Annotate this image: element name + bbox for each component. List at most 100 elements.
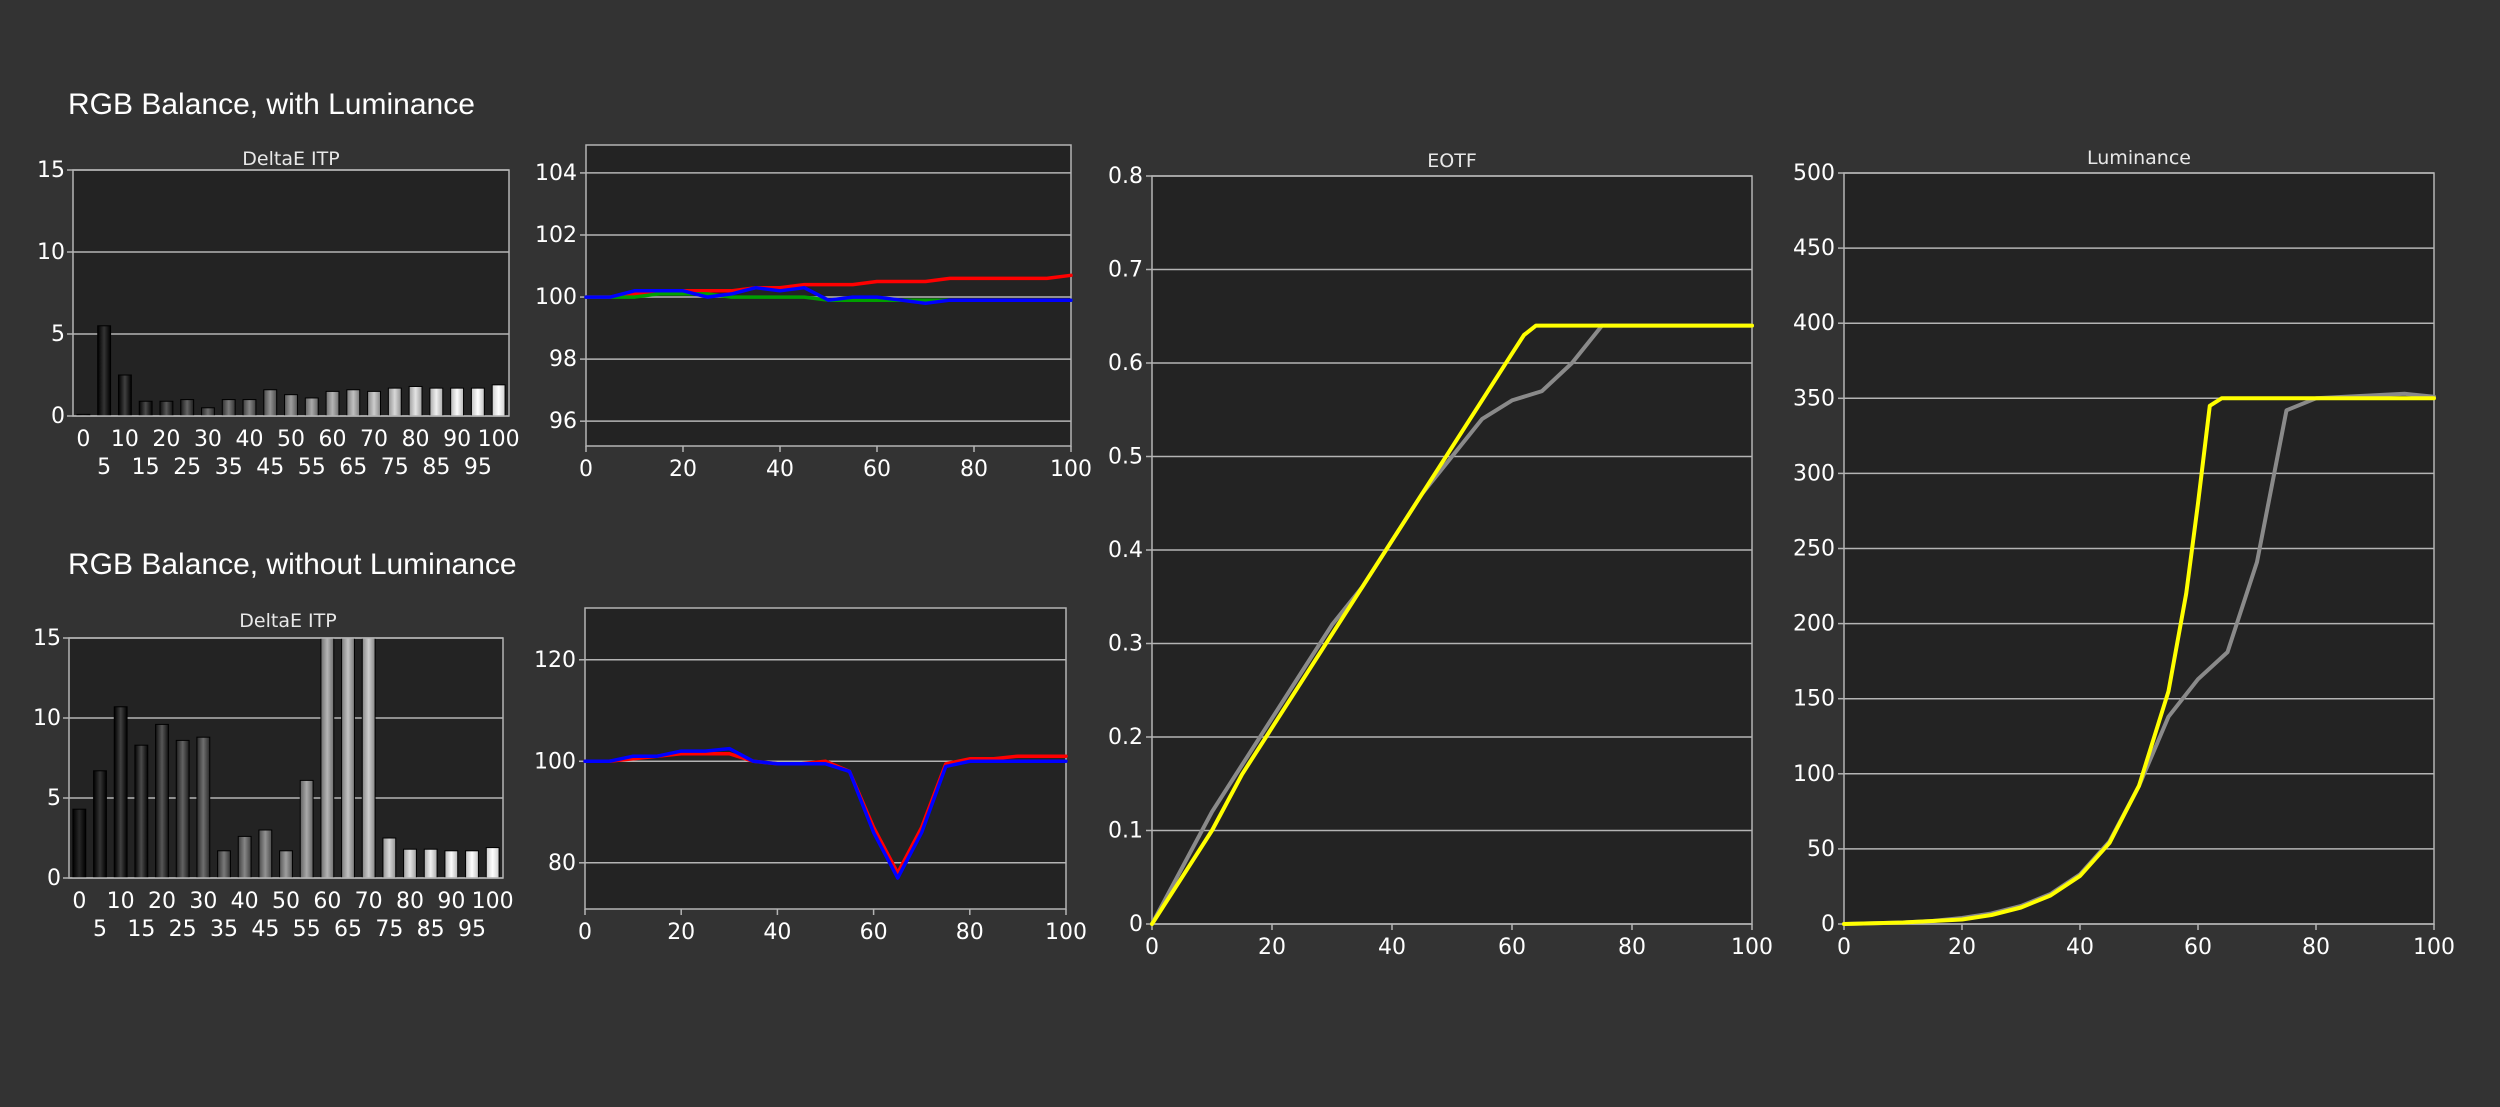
luminance-xtick-label: 60 [2184, 935, 2212, 960]
deltae_bottom-xtick-label-20: 20 [148, 889, 176, 914]
eotf-ytick-label: 0.1 [1108, 819, 1143, 844]
section-title-with-luminance: RGB Balance, with Luminance [68, 88, 475, 121]
deltae_bottom-xtick-label-35: 35 [210, 917, 238, 942]
rgb_top-xtick-label: 0 [579, 457, 593, 482]
deltae_bottom-xtick-label-0: 0 [72, 889, 86, 914]
rgb_bottom-ytick-label: 100 [534, 749, 576, 774]
deltae_top-xtick-label-0: 0 [76, 427, 90, 452]
deltae_top-xtick-label-100: 100 [478, 427, 520, 452]
luminance-ytick-label: 300 [1793, 461, 1835, 486]
eotf-ytick-label: 0.3 [1108, 632, 1143, 657]
eotf-title: EOTF [1427, 150, 1477, 172]
rgb_bottom-series-blue [583, 746, 1068, 880]
rgb_bottom-xtick-label: 0 [578, 920, 592, 945]
deltae_bottom-xtick-label-5: 5 [93, 917, 107, 942]
eotf-xtick-label: 20 [1258, 935, 1286, 960]
section-title-without-luminance: RGB Balance, without Luminance [68, 548, 517, 581]
eotf-frame [1151, 175, 1753, 925]
deltae_bottom-xtick-label-40: 40 [231, 889, 259, 914]
deltae_top-xtick-label-25: 25 [173, 455, 201, 480]
deltae_bottom-xtick-label-80: 80 [396, 889, 424, 914]
deltae_bottom-xtick-label-95: 95 [458, 917, 486, 942]
rgb_top-ytick-label: 102 [535, 223, 577, 248]
deltae_bottom-xtick-label-50: 50 [272, 889, 300, 914]
deltae_top-ytick-label: 5 [51, 322, 65, 347]
luminance-title: Luminance [2087, 147, 2191, 169]
deltae_top-xtick-label-20: 20 [152, 427, 180, 452]
deltae_bottom-xtick-label-30: 30 [189, 889, 217, 914]
deltae_bottom-xtick-label-100: 100 [472, 889, 514, 914]
deltae_top-xtick-label-35: 35 [215, 455, 243, 480]
eotf-ytick-label: 0.4 [1108, 538, 1143, 563]
deltae_top-xtick-label-15: 15 [132, 455, 160, 480]
eotf-xtick-label: 60 [1498, 935, 1526, 960]
rgb_bottom-xtick-label: 60 [860, 920, 888, 945]
deltae_bottom-xtick-label-75: 75 [375, 917, 403, 942]
deltae_top-xtick-label-90: 90 [443, 427, 471, 452]
eotf-ytick-label: 0.5 [1108, 445, 1143, 470]
deltae_bottom-xtick-label-65: 65 [334, 917, 362, 942]
deltae_bottom-xtick-label-15: 15 [127, 917, 155, 942]
deltae_bottom-xtick-label-60: 60 [313, 889, 341, 914]
deltae_top-plot-area [73, 170, 509, 416]
rgb_top-ytick-label: 98 [549, 347, 577, 372]
deltae_top-xtick-label-45: 45 [256, 455, 284, 480]
deltae_bottom-ytick-label: 0 [47, 866, 61, 891]
luminance-ytick-label: 250 [1793, 537, 1835, 562]
luminance-frame [1843, 172, 2435, 925]
deltae_bottom-ytick-label: 10 [33, 706, 61, 731]
deltae_bottom-xtick-label-45: 45 [251, 917, 279, 942]
deltae_top-xtick-label-65: 65 [339, 455, 367, 480]
deltae_top-ytick-label: 10 [37, 240, 65, 265]
eotf-ytick-label: 0.8 [1108, 164, 1143, 189]
luminance-ytick-label: 400 [1793, 311, 1835, 336]
deltae_top-frame [72, 169, 510, 417]
luminance-xtick-label: 0 [1837, 935, 1851, 960]
deltae_bottom-xtick-label-25: 25 [169, 917, 197, 942]
rgb_bottom-frame [584, 607, 1067, 910]
deltae_top-xtick-label-55: 55 [298, 455, 326, 480]
deltae-top-title: DeltaE ITP [242, 148, 340, 170]
deltae_top-xtick-label-30: 30 [194, 427, 222, 452]
deltae_top-ytick-label: 0 [51, 404, 65, 429]
luminance-xtick-label: 20 [1948, 935, 1976, 960]
rgb_bottom-xtick-label: 80 [956, 920, 984, 945]
rgb_top-series-blue [584, 285, 1073, 306]
luminance-xtick-label: 40 [2066, 935, 2094, 960]
deltae_bottom-ytick-label: 15 [33, 626, 61, 651]
luminance-ytick-label: 0 [1821, 912, 1835, 937]
luminance-series-yellow [1842, 396, 2436, 926]
rgb_top-xtick-label: 40 [766, 457, 794, 482]
luminance-ytick-label: 50 [1807, 837, 1835, 862]
eotf-ytick-label: 0.7 [1108, 258, 1143, 283]
deltae_top-xtick-label-85: 85 [422, 455, 450, 480]
rgb_top-ytick-label: 104 [535, 161, 577, 186]
deltae_top-xtick-label-75: 75 [381, 455, 409, 480]
eotf-xtick-label: 100 [1731, 935, 1773, 960]
deltae_top-ytick-label: 15 [37, 158, 65, 183]
deltae_top-xtick-label-60: 60 [319, 427, 347, 452]
rgb_bottom-ytick-label: 80 [548, 851, 576, 876]
deltae_bottom-ytick-label: 5 [47, 786, 61, 811]
luminance-ytick-label: 150 [1793, 687, 1835, 712]
rgb_bottom-xtick-label: 40 [763, 920, 791, 945]
deltae_bottom-xtick-label-55: 55 [293, 917, 321, 942]
deltae_top-xtick-label-40: 40 [235, 427, 263, 452]
eotf-ytick-label: 0.6 [1108, 351, 1143, 376]
eotf-ytick-label: 0.2 [1108, 725, 1143, 750]
deltae_bottom-xtick-label-85: 85 [417, 917, 445, 942]
luminance-ytick-label: 100 [1793, 762, 1835, 787]
deltae_top-xtick-label-10: 10 [111, 427, 139, 452]
deltae_bottom-xtick-label-90: 90 [437, 889, 465, 914]
luminance-ytick-label: 500 [1793, 161, 1835, 186]
deltae-bottom-title: DeltaE ITP [239, 610, 337, 632]
rgb_bottom-xtick-label: 100 [1045, 920, 1087, 945]
rgb_top-xtick-label: 60 [863, 457, 891, 482]
deltae_top-xtick-label-70: 70 [360, 427, 388, 452]
deltae_top-xtick-label-5: 5 [97, 455, 111, 480]
rgb_bottom-xtick-label: 20 [667, 920, 695, 945]
